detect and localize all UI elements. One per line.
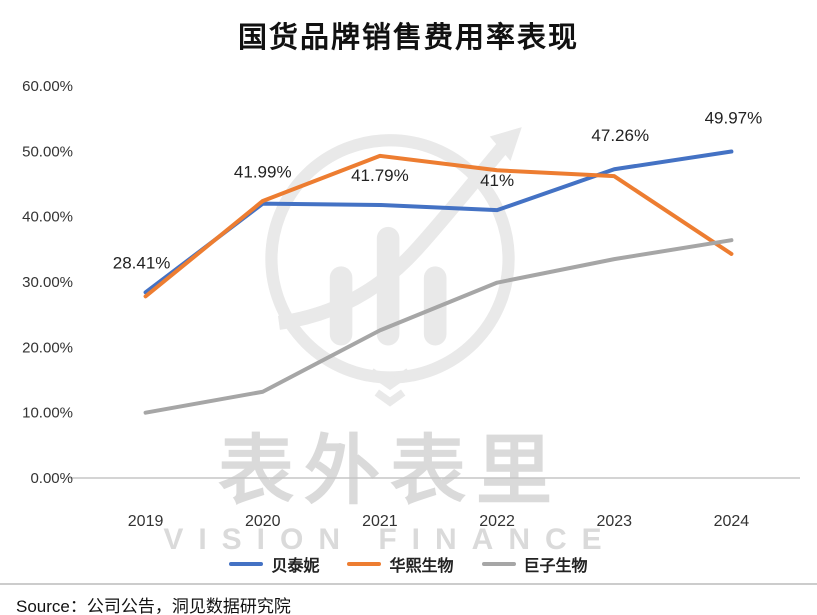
footer-divider <box>0 583 817 585</box>
legend: 贝泰妮 华熙生物 巨子生物 <box>0 552 817 576</box>
data-label: 41.79% <box>351 166 409 185</box>
y-tick-label: 60.00% <box>22 78 73 95</box>
legend-swatch <box>481 562 516 566</box>
legend-label: 华熙生物 <box>389 558 454 575</box>
x-tick-label: 2023 <box>596 513 632 530</box>
legend-item-giant[interactable]: 巨子生物 <box>481 552 588 576</box>
legend-label: 贝泰妮 <box>271 558 320 575</box>
y-tick-label: 50.00% <box>22 143 73 160</box>
legend-swatch <box>229 562 264 566</box>
y-tick-label: 0.00% <box>30 470 73 487</box>
series-line-3[interactable] <box>143 238 734 415</box>
x-tick-label: 2020 <box>245 513 281 530</box>
legend-swatch <box>347 562 382 566</box>
x-tick-label: 2022 <box>479 513 515 530</box>
chart-title: 国货品牌销售费用率表现 <box>237 22 579 54</box>
y-tick-label: 20.00% <box>22 339 73 356</box>
data-label: 28.41% <box>113 253 171 272</box>
x-tick-label: 2019 <box>128 513 164 530</box>
x-tick-label: 2024 <box>714 513 750 530</box>
y-tick-label: 30.00% <box>22 274 73 291</box>
data-label: 41% <box>480 171 514 190</box>
legend-item-betaini[interactable]: 贝泰妮 <box>229 552 319 576</box>
x-tick-label: 2021 <box>362 513 398 530</box>
y-tick-label: 40.00% <box>22 209 73 226</box>
data-label: 41.99% <box>234 163 292 182</box>
y-tick-label: 10.00% <box>22 405 73 422</box>
legend-item-bloomage[interactable]: 华熙生物 <box>347 552 454 576</box>
legend-label: 巨子生物 <box>523 558 588 575</box>
source-text: Source：公司公告，洞见数据研究院 <box>16 597 291 615</box>
data-label: 49.97% <box>705 109 763 128</box>
data-label: 47.26% <box>591 126 649 145</box>
